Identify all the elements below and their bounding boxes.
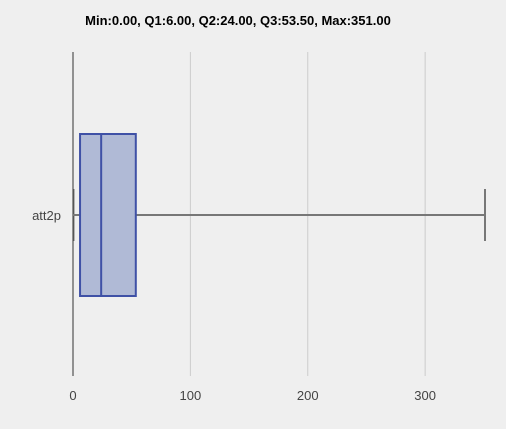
x-tick-label-100: 100 [180,388,202,403]
x-tick-label-200: 200 [297,388,319,403]
box-plot-marks [73,134,485,296]
category-label-att2p: att2p [32,208,61,223]
x-tick-label-300: 300 [414,388,436,403]
iqr-box [80,134,136,296]
x-tick-label-0: 0 [69,388,76,403]
